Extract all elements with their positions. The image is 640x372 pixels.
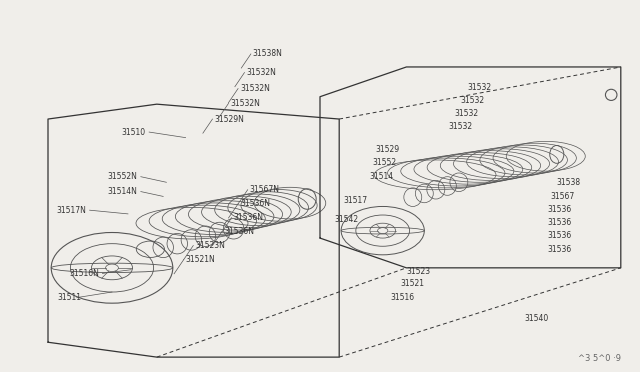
Text: 31540: 31540 bbox=[525, 314, 549, 323]
Text: 31536: 31536 bbox=[547, 218, 572, 227]
Text: 31538N: 31538N bbox=[253, 49, 283, 58]
Text: 31536: 31536 bbox=[547, 245, 572, 254]
Text: 31514: 31514 bbox=[369, 172, 394, 181]
Text: 31532: 31532 bbox=[448, 122, 472, 131]
Text: 31567: 31567 bbox=[550, 192, 575, 201]
Text: 31521: 31521 bbox=[400, 279, 424, 288]
Text: 31567N: 31567N bbox=[250, 185, 280, 194]
Text: 31523: 31523 bbox=[406, 267, 431, 276]
Text: 31516N: 31516N bbox=[69, 269, 99, 278]
Text: 31511: 31511 bbox=[58, 293, 82, 302]
Text: 31532: 31532 bbox=[467, 83, 492, 92]
Text: ^3 5^0 ·9: ^3 5^0 ·9 bbox=[578, 354, 621, 363]
Text: 31536N: 31536N bbox=[234, 213, 264, 222]
Text: 31532: 31532 bbox=[454, 109, 479, 118]
Text: 31532N: 31532N bbox=[230, 99, 260, 108]
Text: 31542: 31542 bbox=[334, 215, 358, 224]
Text: 31532N: 31532N bbox=[246, 68, 276, 77]
Text: 31529: 31529 bbox=[376, 145, 400, 154]
Text: 31538: 31538 bbox=[557, 178, 581, 187]
Text: 31532N: 31532N bbox=[240, 84, 270, 93]
Text: 31552: 31552 bbox=[372, 158, 397, 167]
Text: 31536N: 31536N bbox=[240, 199, 270, 208]
Text: 31514N: 31514N bbox=[108, 187, 138, 196]
Text: 31529N: 31529N bbox=[214, 115, 244, 124]
Text: 31536N: 31536N bbox=[224, 227, 254, 236]
Text: 31521N: 31521N bbox=[186, 255, 215, 264]
Text: 31516: 31516 bbox=[390, 293, 415, 302]
Text: 31517: 31517 bbox=[344, 196, 368, 205]
Text: 31536: 31536 bbox=[547, 205, 572, 214]
Text: 31523N: 31523N bbox=[195, 241, 225, 250]
Text: 31552N: 31552N bbox=[108, 172, 138, 181]
Text: 31510: 31510 bbox=[122, 128, 146, 137]
Text: 31536: 31536 bbox=[547, 231, 572, 240]
Text: 31532: 31532 bbox=[461, 96, 485, 105]
Text: 31517N: 31517N bbox=[56, 206, 86, 215]
